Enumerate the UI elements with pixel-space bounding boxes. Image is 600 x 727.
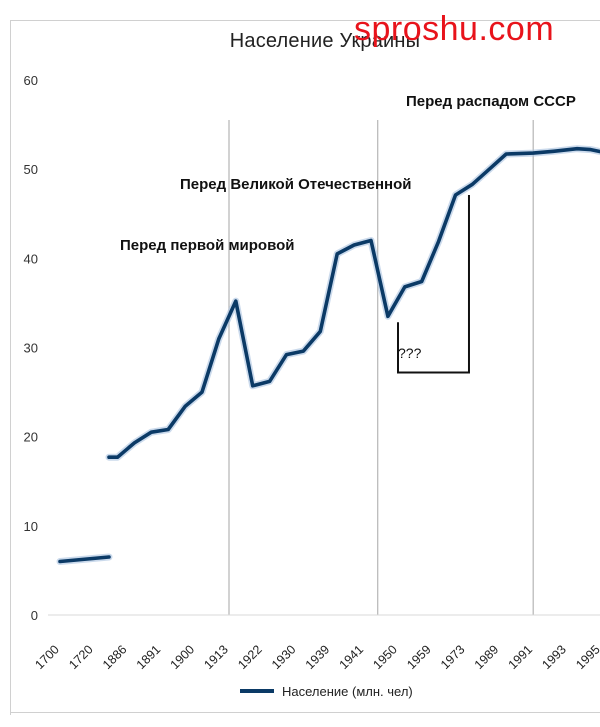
gap-question-label: ??? <box>398 345 422 361</box>
chart-bottom-border <box>10 712 600 713</box>
x-tick-label: 1973 <box>438 642 468 672</box>
y-tick-label: 0 <box>31 608 38 623</box>
annotation-label: Перед Великой Отечественной <box>180 176 412 193</box>
x-tick-label: 1959 <box>404 642 434 672</box>
y-tick-label: 40 <box>24 251 38 266</box>
annotation-label: Перед первой мировой <box>120 237 295 254</box>
legend: Население (млн. чел) <box>240 682 413 700</box>
x-tick-label: 1891 <box>134 642 164 672</box>
y-tick-label: 10 <box>24 519 38 534</box>
y-tick-label: 20 <box>24 430 38 445</box>
gap-bracket <box>397 195 470 374</box>
x-tick-label: 1950 <box>370 642 400 672</box>
watermark: sproshu.com <box>354 10 555 48</box>
x-tick-label: 1720 <box>66 642 96 672</box>
x-tick-label: 1991 <box>506 642 536 672</box>
chart-frame <box>10 20 600 715</box>
y-tick-label: 50 <box>24 162 38 177</box>
series-line <box>107 146 600 459</box>
x-tick-label: 1930 <box>269 642 299 672</box>
x-tick-label: 1989 <box>472 642 502 672</box>
annotation-label: Перед распадом СССР <box>406 93 576 110</box>
x-tick-label: 1922 <box>235 642 265 672</box>
x-tick-label: 1993 <box>539 642 569 672</box>
legend-swatch <box>240 689 274 693</box>
y-tick-label: 60 <box>24 73 38 88</box>
y-tick-label: 30 <box>24 341 38 356</box>
series-line <box>58 555 111 564</box>
chart-title: Население Украины <box>229 30 421 52</box>
x-tick-label: 1886 <box>100 642 130 672</box>
x-tick-label: 1941 <box>337 642 367 672</box>
x-tick-label: 1700 <box>32 642 62 672</box>
x-tick-label: 1900 <box>168 642 198 672</box>
legend-label: Население (млн. чел) <box>282 683 413 699</box>
x-tick-label: 1913 <box>201 642 231 672</box>
x-tick-label: 1995 <box>573 642 600 672</box>
x-tick-label: 1939 <box>303 642 333 672</box>
